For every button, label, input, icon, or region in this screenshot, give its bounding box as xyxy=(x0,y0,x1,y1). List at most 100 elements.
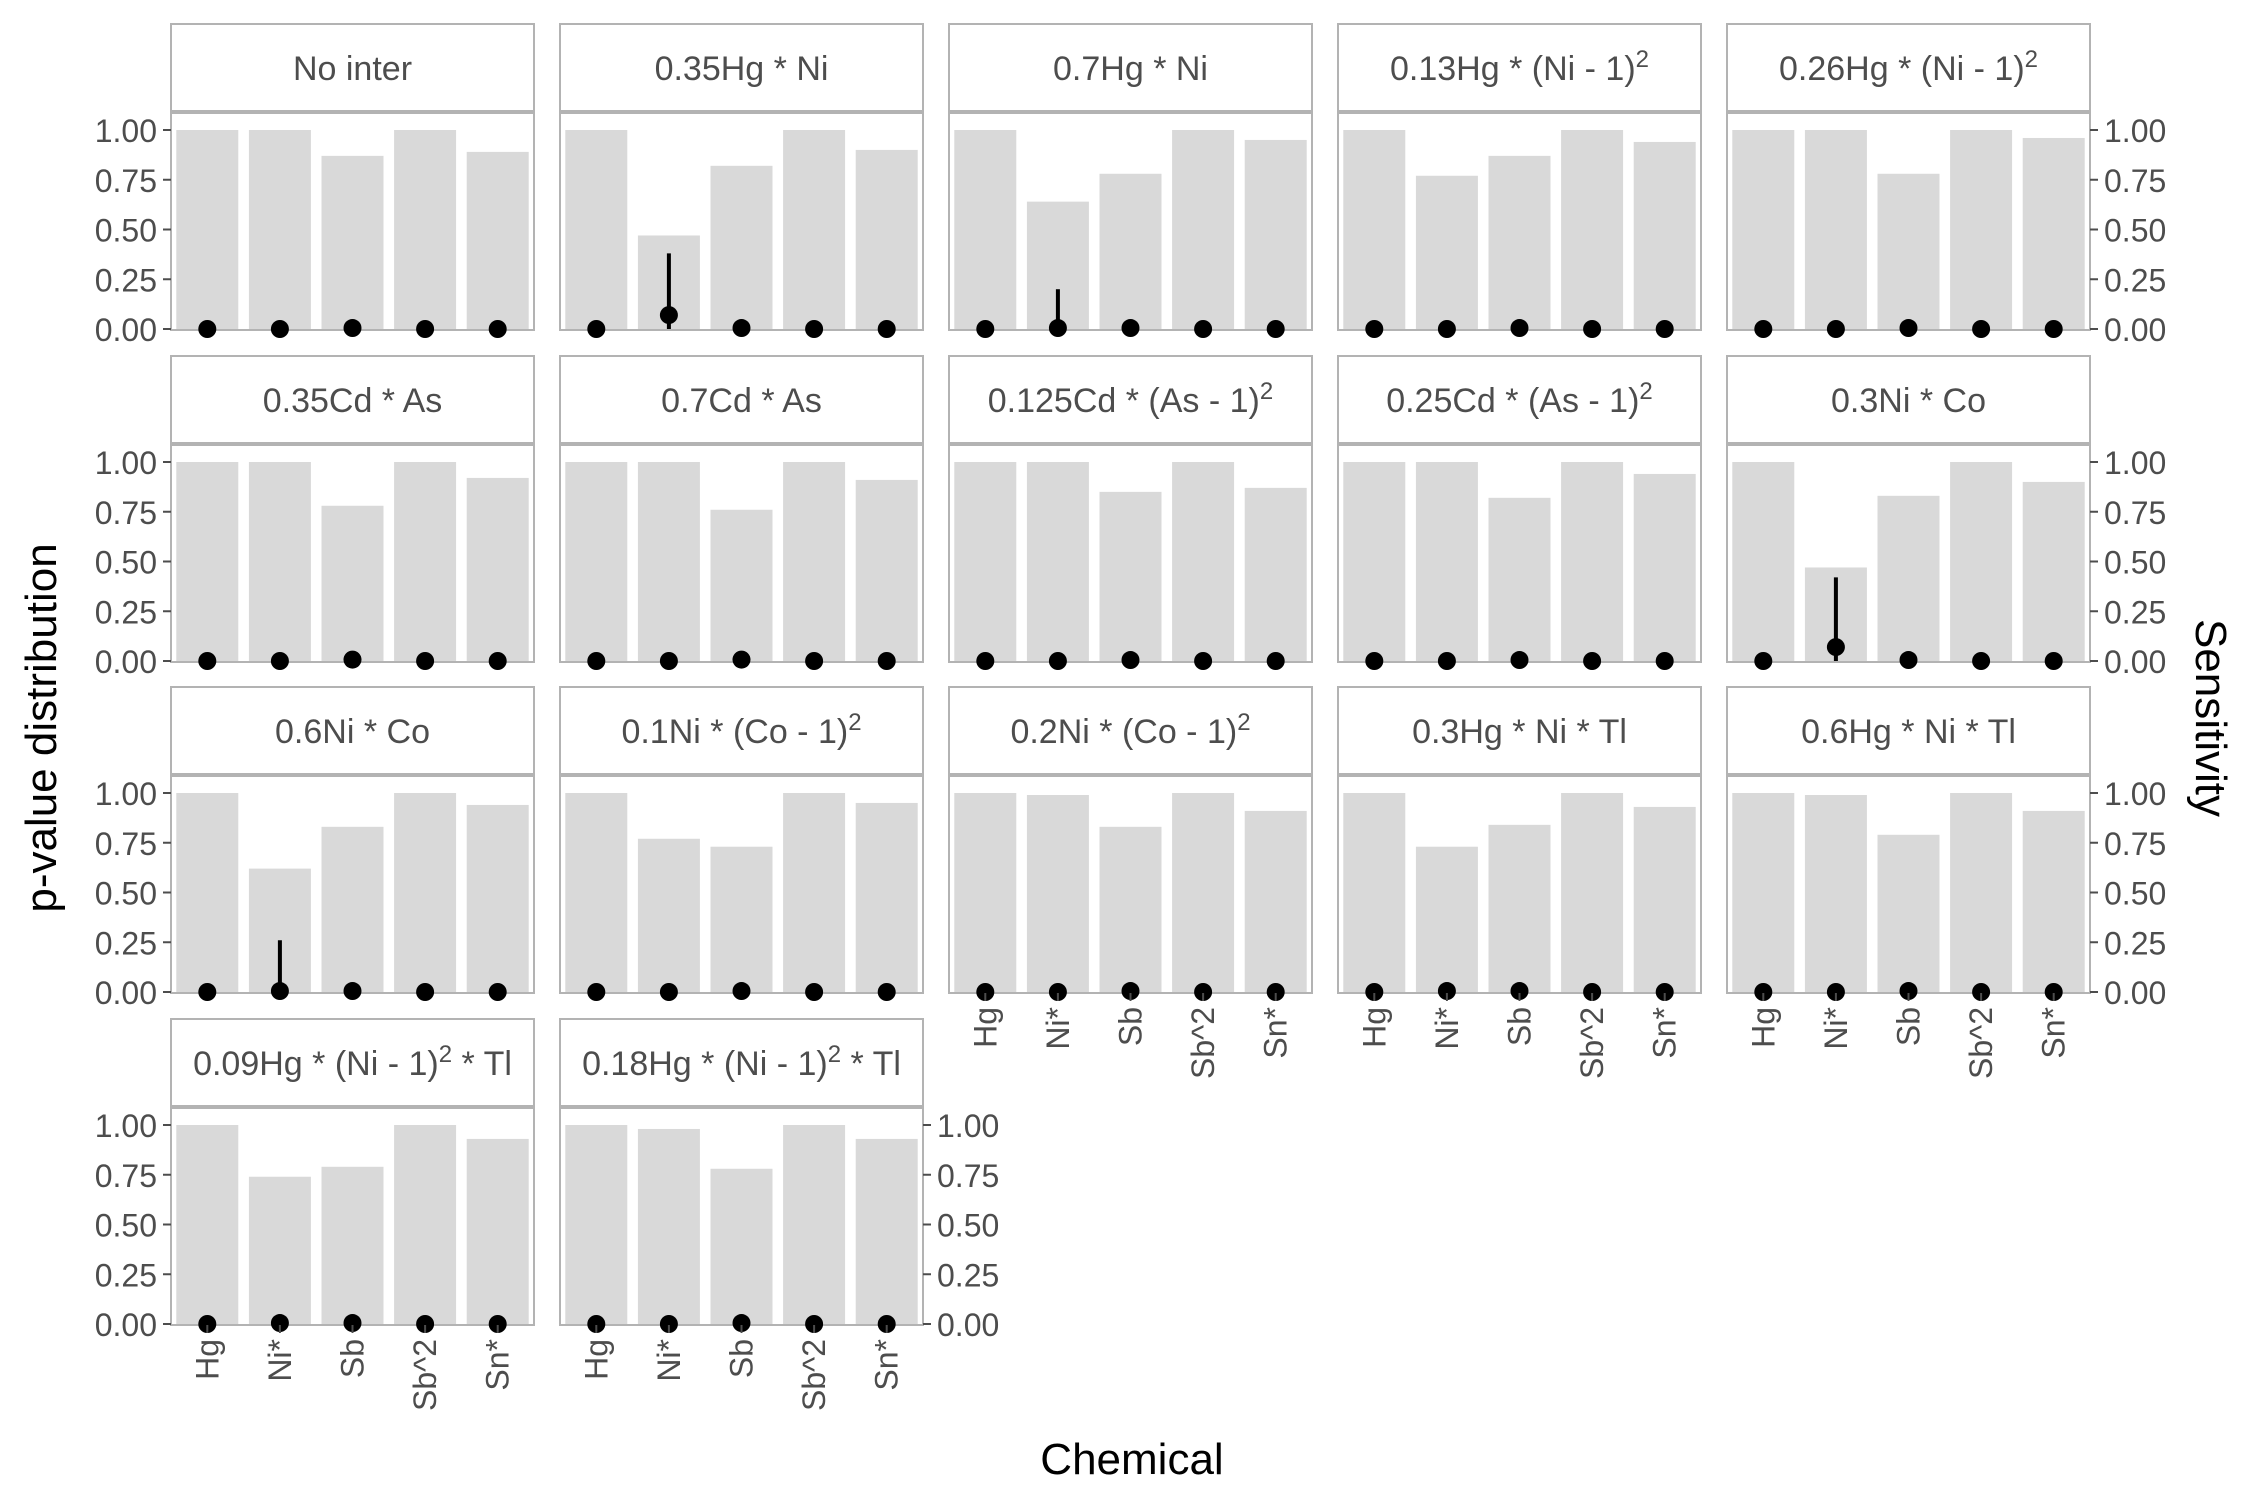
y-tick-label: 0.50 xyxy=(95,213,157,249)
pvalue-point xyxy=(659,983,678,1001)
sensitivity-bar xyxy=(1732,793,1795,992)
pvalue-point xyxy=(1365,983,1384,1001)
y-tick-label: 0.25 xyxy=(95,262,157,298)
sensitivity-bar xyxy=(2022,481,2085,661)
sensitivity-bar xyxy=(1415,462,1478,661)
y-tick-label: 0.50 xyxy=(2104,876,2166,912)
sensitivity-bar xyxy=(565,793,628,992)
pvalue-point xyxy=(1583,320,1602,338)
y-tick-label: 0.00 xyxy=(95,644,157,680)
sensitivity-bar xyxy=(321,1166,384,1324)
sensitivity-bar xyxy=(1244,139,1307,329)
pvalue-point xyxy=(1266,320,1285,338)
sensitivity-bar xyxy=(710,165,773,329)
sensitivity-bar xyxy=(954,462,1017,661)
pvalue-point xyxy=(198,983,217,1001)
sensitivity-bar xyxy=(1172,793,1235,992)
facet-panel: 0.09Hg * (Ni - 1)2 * Tl 0.00 0.25 0.50 0.75 1… xyxy=(95,1018,535,1411)
pvalue-point xyxy=(1510,651,1529,670)
y-tick-label: 0.25 xyxy=(95,925,157,961)
pvalue-point xyxy=(416,983,435,1001)
sensitivity-bar xyxy=(1343,793,1406,992)
sensitivity-bar xyxy=(466,804,529,992)
sensitivity-bar xyxy=(176,130,239,329)
pvalue-point xyxy=(1754,320,1773,338)
x-axis-label: Chemical xyxy=(1040,1435,1223,1484)
x-tick-label: Hg xyxy=(967,1007,1003,1048)
facet-strip xyxy=(170,1018,535,1107)
pvalue-point xyxy=(659,306,678,325)
facet-title: 0.25Cd * (As - 1)2 xyxy=(1386,378,1653,421)
sensitivity-bar xyxy=(1099,491,1162,661)
facet-title: 0.125Cd * (As - 1)2 xyxy=(988,378,1273,421)
pvalue-point xyxy=(805,320,824,338)
facet-title: 0.1Ni * (Co - 1)2 xyxy=(621,709,861,752)
pvalue-point xyxy=(1826,320,1845,338)
pvalue-point xyxy=(805,652,824,670)
pvalue-point xyxy=(1655,652,1674,670)
pvalue-point xyxy=(1194,652,1213,670)
sensitivity-bar xyxy=(176,462,239,661)
y-tick-label: 0.50 xyxy=(937,1208,999,1244)
facet-panel: 0.13Hg * (Ni - 1)2 xyxy=(1337,23,1702,338)
sensitivity-bar xyxy=(1877,173,1940,329)
pvalue-point xyxy=(1826,983,1845,1001)
sensitivity-bar xyxy=(637,838,700,992)
y-tick-label: 0.75 xyxy=(95,495,157,531)
pvalue-point xyxy=(2044,320,2063,338)
pvalue-point xyxy=(1121,982,1140,1001)
pvalue-point xyxy=(1972,320,1991,338)
pvalue-point xyxy=(1972,983,1991,1001)
x-tick-label: Sn* xyxy=(1258,1007,1294,1059)
pvalue-point xyxy=(1194,983,1213,1001)
facet-title: 0.7Cd * As xyxy=(661,382,822,420)
y-tick-label: 0.00 xyxy=(95,1307,157,1343)
pvalue-point xyxy=(877,1315,896,1333)
sensitivity-bar xyxy=(954,793,1017,992)
sensitivity-bar xyxy=(1244,810,1307,992)
facet-panel: 0.3Hg * Ni * Tl Hg Ni* Sb Sb^2 Sn* xyxy=(1337,686,1702,1079)
sensitivity-bar xyxy=(1415,175,1478,329)
sensitivity-bar xyxy=(321,826,384,992)
sensitivity-bar xyxy=(565,130,628,329)
sensitivity-bar xyxy=(783,793,846,992)
pvalue-point xyxy=(1754,652,1773,670)
pvalue-point xyxy=(1266,652,1285,670)
x-tick-label: Hg xyxy=(189,1339,225,1380)
sensitivity-bar xyxy=(1172,462,1235,661)
facet-title: 0.3Ni * Co xyxy=(1831,382,1986,420)
pvalue-point xyxy=(976,983,995,1001)
y-tick-label: 0.75 xyxy=(95,163,157,199)
pvalue-point xyxy=(1655,320,1674,338)
sensitivity-bar xyxy=(321,155,384,329)
y-tick-label: 0.25 xyxy=(2104,262,2166,298)
facet-panel: 0.35Cd * As 0.00 0.25 0.50 0.75 1.00 xyxy=(95,355,535,680)
pvalue-point xyxy=(976,320,995,338)
pvalue-point xyxy=(805,983,824,1001)
sensitivity-bar xyxy=(855,802,918,992)
pvalue-point xyxy=(488,652,507,670)
sensitivity-bar xyxy=(1172,130,1235,329)
facet-panel: 0.1Ni * (Co - 1)2 xyxy=(559,686,924,1001)
y-tick-label: 0.25 xyxy=(95,1257,157,1293)
y-axis-label-left: p-value distribution xyxy=(17,543,66,912)
facet-title: 0.2Ni * (Co - 1)2 xyxy=(1010,709,1250,752)
pvalue-point xyxy=(659,652,678,670)
y-tick-label: 0.00 xyxy=(937,1307,999,1343)
x-tick-label: Sb^2 xyxy=(1963,1007,1999,1079)
sensitivity-bar xyxy=(855,149,918,329)
sensitivity-bar xyxy=(466,1138,529,1324)
facet-panel: 0.6Hg * Ni * Tl 0.00 0.25 0.50 0.75 1.00 Hg Ni*… xyxy=(1726,686,2166,1079)
x-tick-label: Hg xyxy=(1745,1007,1781,1048)
facet-panel: 0.18Hg * (Ni - 1)2 * Tl 0.00 0.25 0.50 0.75 1… xyxy=(559,1018,999,1411)
sensitivity-bar xyxy=(248,130,311,329)
pvalue-point xyxy=(659,1315,678,1333)
facet-strip xyxy=(948,23,1313,112)
pvalue-point xyxy=(1899,651,1918,670)
facet-title: 0.6Ni * Co xyxy=(275,713,430,751)
sensitivity-bar xyxy=(321,505,384,661)
sensitivity-bar xyxy=(1633,141,1696,329)
y-tick-label: 0.25 xyxy=(937,1257,999,1293)
pvalue-point xyxy=(587,983,606,1001)
